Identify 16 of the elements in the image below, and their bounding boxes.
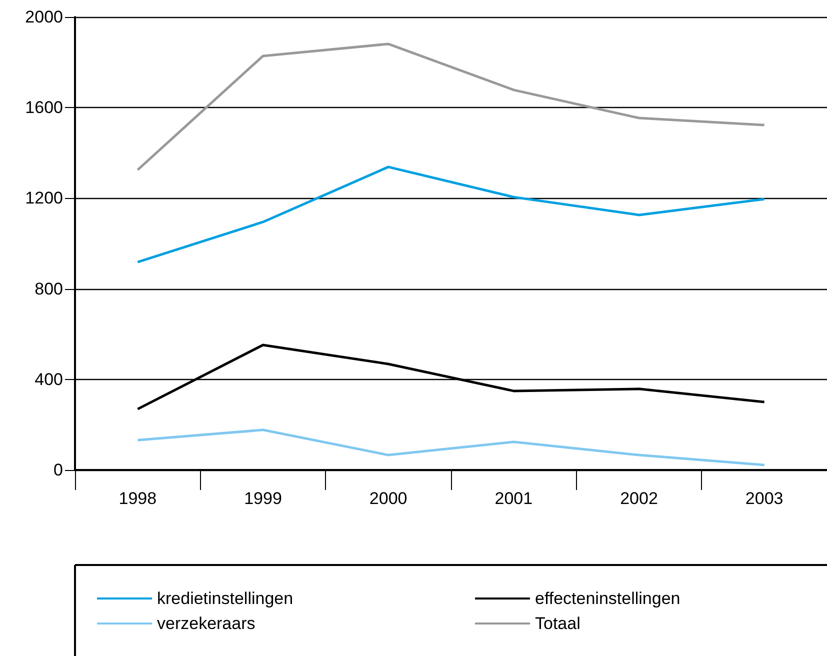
y-tick-label: 800 [34, 279, 63, 298]
x-tick-label: 1999 [244, 489, 282, 508]
x-tick-label: 2001 [494, 489, 533, 508]
x-tick-label: 1998 [118, 489, 157, 508]
legend-label: Totaal [535, 614, 580, 633]
y-tick-label: 2000 [25, 8, 63, 26]
y-tick-label: 1600 [25, 98, 63, 118]
y-tick-label: 400 [34, 370, 63, 389]
x-tick-label: 2002 [620, 489, 658, 508]
x-tick-label: 2003 [745, 489, 784, 508]
legend-label: kredietinstellingen [157, 589, 294, 608]
x-tick-label: 2000 [369, 489, 408, 508]
legend-label: effecteninstellingen [535, 589, 680, 608]
y-tick-label: 0 [54, 460, 63, 480]
y-tick-label: 1200 [25, 188, 63, 208]
legend-label: verzekeraars [157, 614, 256, 633]
